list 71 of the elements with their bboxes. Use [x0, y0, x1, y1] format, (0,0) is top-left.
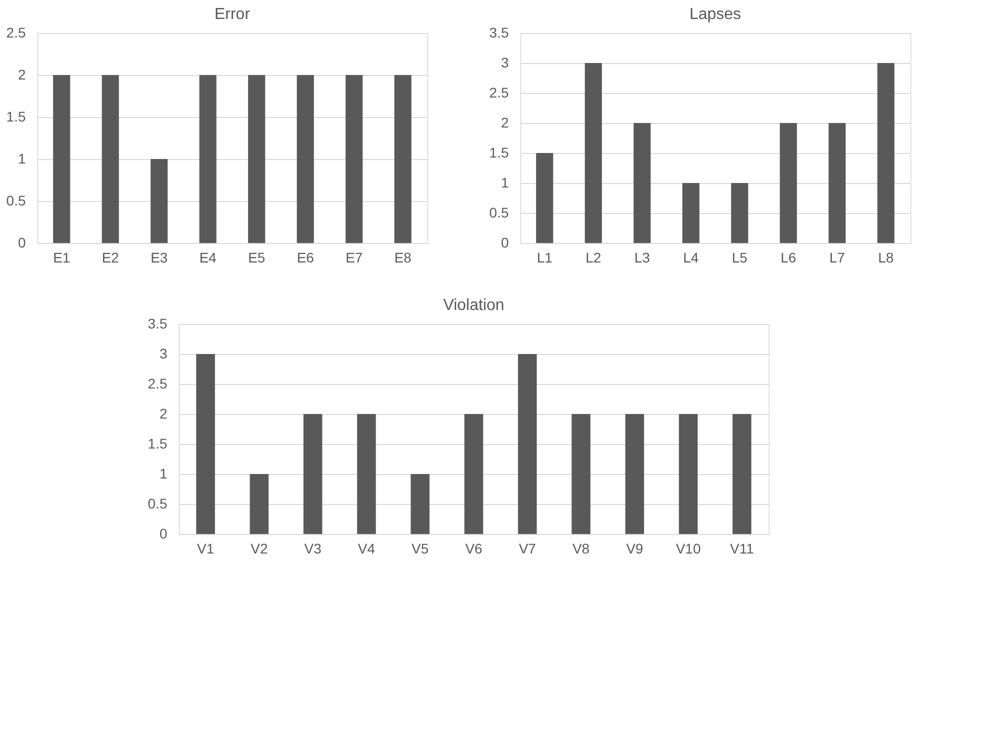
x-tick-label: V2	[250, 540, 268, 556]
chart-title: Error	[214, 6, 251, 23]
bar	[678, 414, 698, 534]
bar	[877, 63, 894, 243]
x-tick-label: E6	[296, 250, 314, 266]
chart-title: Lapses	[689, 6, 742, 23]
y-tick-label: 1.5	[489, 144, 509, 160]
bar	[828, 123, 846, 243]
x-tick-label: V3	[304, 540, 322, 556]
x-tick-label: L7	[829, 250, 846, 266]
y-tick-label: 2.5	[6, 24, 26, 40]
bar	[572, 414, 590, 534]
y-tick-label: 1	[500, 174, 509, 190]
x-tick-label: L1	[536, 250, 553, 266]
y-tick-label: 3.5	[148, 316, 168, 332]
y-tick-label: 2	[18, 66, 26, 82]
x-tick-label: L8	[878, 250, 894, 266]
bar	[780, 123, 797, 243]
x-tick-label: V9	[626, 540, 644, 556]
bar	[584, 63, 602, 243]
bar	[625, 414, 644, 534]
bar	[196, 354, 215, 534]
x-tick-label: E3	[150, 250, 168, 266]
y-tick-label: 2.5	[148, 376, 168, 392]
bar	[357, 414, 376, 534]
x-tick-label: L4	[683, 250, 699, 266]
x-tick-label: V1	[197, 540, 214, 556]
x-tick-label: E7	[346, 250, 363, 266]
x-tick-label: V8	[572, 540, 590, 556]
y-tick-label: 2.5	[489, 84, 509, 100]
x-tick-label: V7	[518, 540, 536, 556]
y-tick-label: 2	[159, 406, 168, 422]
x-tick-label: V4	[358, 540, 376, 556]
y-tick-label: 3	[159, 346, 168, 362]
y-tick-label: 0.5	[148, 496, 168, 512]
bar	[731, 183, 748, 243]
y-tick-label: 0	[159, 526, 168, 542]
y-tick-label: 0.5	[6, 192, 26, 208]
y-tick-label: 0	[500, 234, 509, 250]
y-tick-label: 3	[500, 54, 509, 70]
x-tick-label: E5	[248, 250, 266, 266]
x-tick-label: L5	[732, 250, 748, 266]
x-tick-label: V10	[676, 540, 701, 556]
chart-title: Violation	[443, 297, 504, 314]
y-tick-label: 3.5	[489, 24, 509, 40]
bar	[536, 153, 554, 243]
x-tick-label: L3	[634, 250, 650, 266]
bar	[303, 414, 322, 534]
x-tick-label: E8	[394, 250, 412, 266]
x-tick-label: V5	[412, 540, 429, 556]
y-tick-label: 0.5	[489, 204, 509, 220]
bar	[518, 354, 537, 534]
bar	[410, 474, 430, 534]
y-tick-label: 1	[159, 466, 168, 482]
x-tick-label: V11	[730, 540, 754, 556]
bar	[732, 414, 752, 534]
x-tick-label: E4	[199, 250, 217, 266]
y-tick-label: 0	[18, 234, 26, 250]
x-tick-label: E1	[53, 250, 70, 266]
y-tick-label: 1.5	[148, 436, 168, 452]
bar	[250, 474, 269, 534]
y-tick-label: 1	[18, 150, 26, 166]
bar	[464, 414, 484, 534]
x-tick-label: E2	[102, 250, 120, 266]
x-tick-label: L2	[586, 250, 602, 266]
y-tick-label: 1.5	[6, 108, 26, 124]
bar	[682, 183, 700, 243]
x-tick-label: L6	[780, 250, 796, 266]
bar	[634, 123, 651, 243]
y-tick-label: 2	[500, 114, 509, 130]
x-tick-label: V6	[465, 540, 483, 556]
